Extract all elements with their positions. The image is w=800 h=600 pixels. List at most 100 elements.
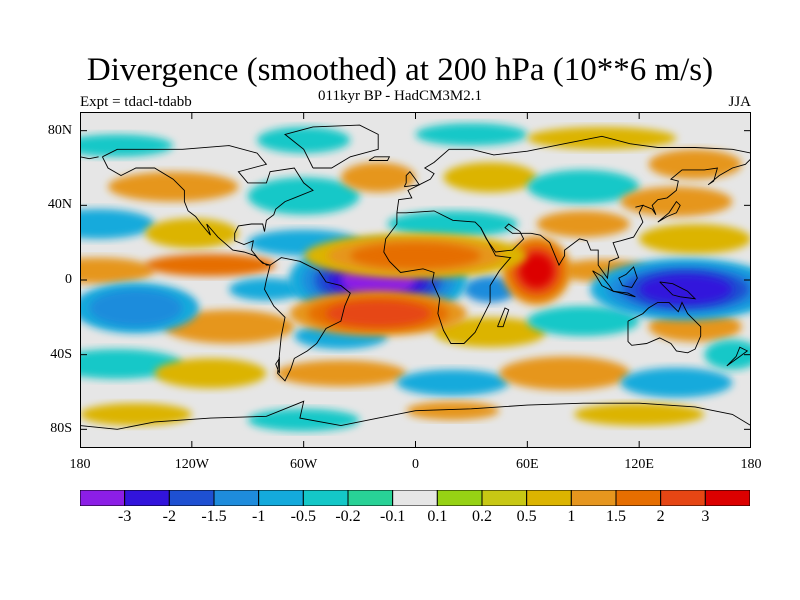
contour-patch bbox=[80, 209, 155, 239]
colorbar-label: -3 bbox=[117, 508, 132, 525]
coastline-segment bbox=[368, 156, 391, 161]
colorbar-label: 2 bbox=[656, 508, 665, 525]
contour-patch bbox=[639, 224, 751, 254]
contour-patch bbox=[229, 278, 304, 301]
contour-patch bbox=[145, 218, 239, 249]
contour-patch bbox=[80, 134, 174, 157]
colorbar-label: -0.5 bbox=[290, 508, 316, 525]
lon-tick-label: 60E bbox=[516, 457, 539, 472]
colorbar-swatch bbox=[213, 490, 260, 506]
contour-patch bbox=[154, 358, 267, 389]
colorbar-label: -2 bbox=[162, 508, 176, 525]
colorbar-label: 0.1 bbox=[427, 508, 448, 525]
colorbar-label: -1 bbox=[251, 508, 266, 525]
colorbar-swatch bbox=[704, 490, 750, 506]
divergence-field-map bbox=[80, 112, 751, 448]
contour-patch bbox=[527, 169, 640, 204]
map-frame bbox=[80, 112, 751, 448]
contour-patch bbox=[620, 367, 733, 398]
colorbar-label: 1.5 bbox=[606, 508, 626, 525]
contour-field bbox=[80, 123, 751, 432]
contour-patch bbox=[80, 403, 192, 426]
contour-patch bbox=[340, 162, 416, 193]
season-label: JJA bbox=[728, 94, 751, 110]
contour-patch bbox=[247, 408, 360, 432]
map-panel bbox=[80, 112, 751, 448]
coastline-segment bbox=[80, 156, 99, 160]
coastline-segment bbox=[396, 135, 751, 213]
coastline-segment bbox=[726, 346, 749, 367]
colorbar-swatch bbox=[302, 490, 349, 506]
colorbar-swatch bbox=[481, 490, 528, 506]
contour-patch bbox=[275, 360, 407, 387]
coastline-segment bbox=[659, 281, 697, 300]
contour-patch bbox=[257, 126, 351, 154]
colorbar-swatch bbox=[124, 490, 170, 506]
contour-patch bbox=[648, 149, 742, 180]
lon-tick-label: 180 bbox=[740, 457, 762, 472]
map-subtitle: 011kyr BP - HadCM3M2.1 bbox=[318, 88, 482, 104]
colorbar-swatch bbox=[526, 490, 572, 506]
coastline-segment bbox=[275, 356, 280, 374]
colorbar-label: 3 bbox=[701, 508, 710, 525]
lat-tick-label: 80S bbox=[50, 421, 72, 437]
colorbar-swatch bbox=[258, 490, 304, 506]
contour-patch bbox=[499, 356, 630, 391]
south-atlantic-divergence bbox=[326, 300, 431, 327]
lon-tick-label: 120W bbox=[174, 457, 209, 472]
colorbar-swatch bbox=[570, 490, 617, 506]
map-title: Divergence (smoothed) at 200 hPa (10**6 … bbox=[86, 52, 714, 88]
contour-patch bbox=[443, 162, 537, 193]
lon-tick-label: 60W bbox=[290, 457, 318, 472]
coastline-segment bbox=[627, 301, 702, 354]
contour-patch bbox=[107, 171, 239, 202]
contour-patch bbox=[536, 210, 630, 238]
coastline-segment bbox=[480, 158, 751, 280]
axis-ticks bbox=[80, 112, 751, 448]
lon-tick-label: 180 bbox=[69, 457, 91, 472]
coastline-segment bbox=[618, 266, 638, 289]
lat-tick-label: 80N bbox=[47, 122, 72, 138]
coastline-segment bbox=[497, 307, 510, 328]
contour-patch bbox=[527, 306, 640, 336]
coastline-segment bbox=[101, 145, 314, 266]
colorbar-swatch bbox=[615, 490, 662, 506]
contour-patch bbox=[163, 309, 295, 344]
coastline-segment bbox=[383, 210, 512, 344]
contour-patch bbox=[145, 253, 276, 277]
colorbar-label: 0.2 bbox=[472, 508, 492, 525]
colorbar-label: -0.1 bbox=[379, 508, 406, 525]
colorbar-label: -1.5 bbox=[201, 508, 227, 525]
equatorial-africa-divergence bbox=[350, 242, 481, 269]
colorbar-swatch bbox=[392, 490, 438, 506]
west-pacific-convergence bbox=[639, 274, 733, 305]
contour-patch bbox=[415, 123, 528, 146]
colorbar-swatch bbox=[436, 490, 483, 506]
lat-tick-label: 40S bbox=[50, 346, 72, 362]
contour-patch bbox=[387, 210, 519, 238]
coastlines bbox=[80, 124, 751, 430]
contour-patch bbox=[80, 257, 155, 284]
lat-tick-label: 0 bbox=[65, 272, 72, 287]
colorbar-swatch bbox=[660, 490, 706, 506]
experiment-label: Expt = tdacl-tdabb bbox=[80, 94, 192, 110]
contour-patch bbox=[527, 126, 677, 150]
colorbar bbox=[80, 490, 750, 506]
contour-patch bbox=[573, 403, 705, 426]
colorbar-swatch bbox=[168, 490, 215, 506]
coastline-segment bbox=[284, 124, 379, 169]
colorbar-swatch bbox=[80, 490, 126, 506]
arabian-sea-divergence bbox=[519, 253, 554, 288]
lon-tick-label: 0 bbox=[412, 457, 419, 472]
coastline-segment bbox=[264, 257, 351, 382]
coastline-segment bbox=[612, 290, 636, 298]
colorbar-label: 1 bbox=[567, 508, 576, 525]
south-pacific-convergence bbox=[89, 289, 183, 327]
colorbar-label: 0.5 bbox=[516, 508, 537, 525]
coastline-segment bbox=[657, 200, 681, 223]
contour-patch bbox=[434, 317, 546, 348]
coastline-segment bbox=[80, 400, 751, 430]
lat-tick-label: 40N bbox=[47, 197, 72, 213]
contour-patch bbox=[396, 369, 509, 396]
contour-patch bbox=[247, 177, 360, 215]
